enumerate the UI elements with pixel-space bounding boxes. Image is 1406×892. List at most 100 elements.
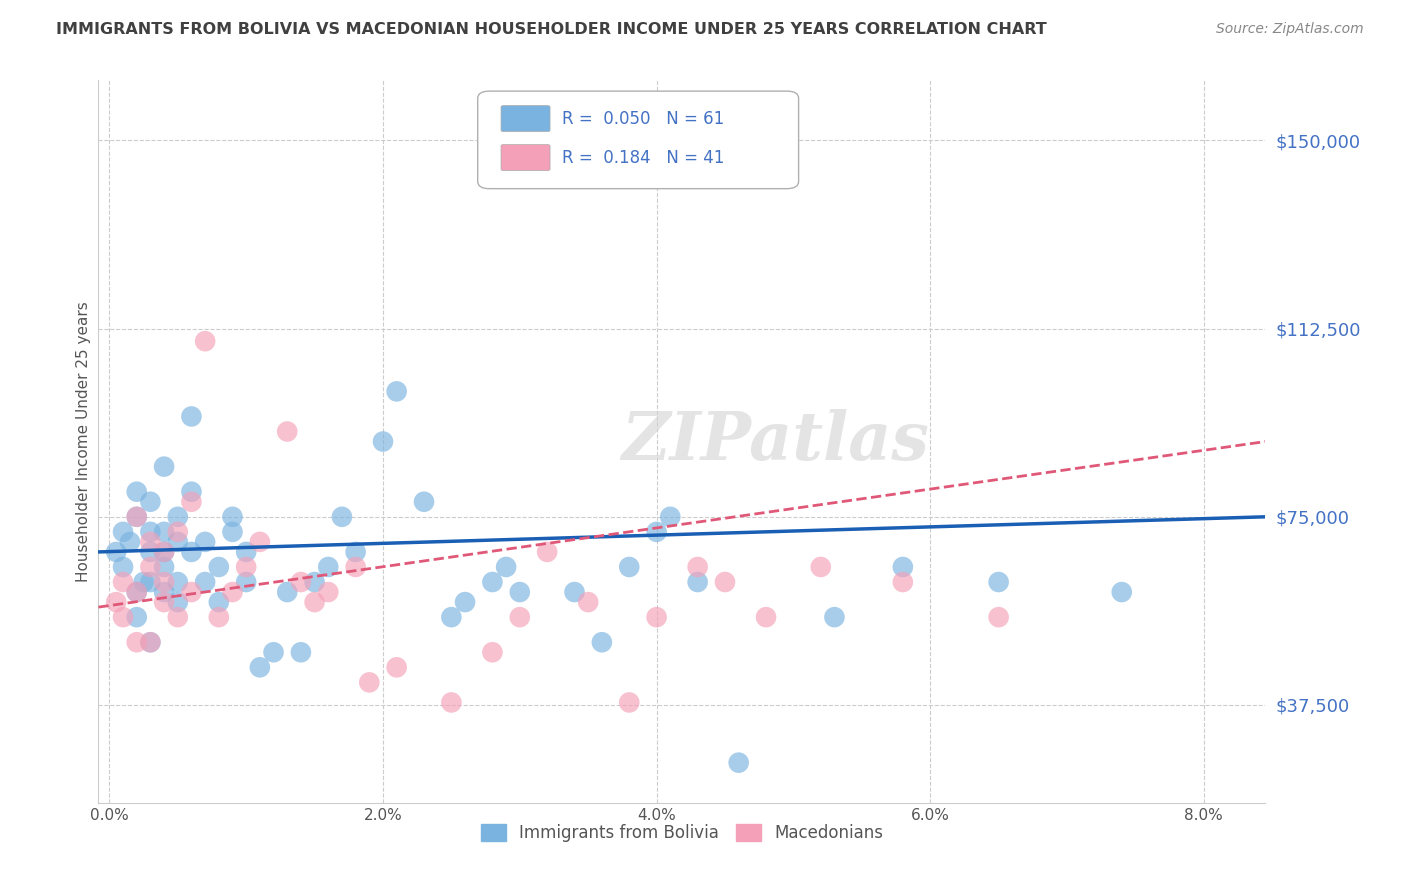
Point — [153, 574, 176, 589]
Text: IMMIGRANTS FROM BOLIVIA VS MACEDONIAN HOUSEHOLDER INCOME UNDER 25 YEARS CORRELAT: IMMIGRANTS FROM BOLIVIA VS MACEDONIAN HO… — [56, 22, 1047, 37]
Point — [125, 585, 148, 599]
Point — [132, 574, 155, 589]
Point — [180, 494, 202, 508]
Point — [304, 595, 326, 609]
Point — [385, 384, 408, 399]
Point — [153, 585, 176, 599]
Point — [359, 675, 381, 690]
Point — [891, 560, 914, 574]
Point — [304, 574, 326, 589]
Point — [727, 756, 749, 770]
Point — [166, 610, 188, 624]
Point — [194, 334, 217, 348]
Point — [714, 574, 737, 589]
Point — [481, 574, 503, 589]
Point — [987, 574, 1010, 589]
Point — [139, 560, 162, 574]
Point — [263, 645, 285, 659]
Legend: Immigrants from Bolivia, Macedonians: Immigrants from Bolivia, Macedonians — [474, 817, 890, 848]
Point — [105, 545, 128, 559]
Point — [686, 560, 709, 574]
Point — [194, 574, 217, 589]
FancyBboxPatch shape — [478, 91, 799, 189]
Point — [166, 524, 188, 539]
Point — [180, 545, 202, 559]
Point — [221, 509, 243, 524]
Point — [208, 610, 231, 624]
Point — [316, 585, 339, 599]
Point — [619, 696, 641, 710]
Point — [139, 635, 162, 649]
Point — [413, 494, 436, 508]
Point — [235, 545, 257, 559]
Point — [987, 610, 1010, 624]
Point — [105, 595, 128, 609]
Point — [221, 524, 243, 539]
Point — [823, 610, 845, 624]
Point — [153, 560, 176, 574]
Point — [591, 635, 613, 649]
Point — [153, 595, 176, 609]
Point — [481, 645, 503, 659]
Point — [509, 610, 531, 624]
Point — [440, 610, 463, 624]
Point — [125, 610, 148, 624]
Point — [166, 595, 188, 609]
Point — [536, 545, 558, 559]
Point — [125, 484, 148, 499]
Point — [180, 585, 202, 599]
Point — [495, 560, 517, 574]
Point — [166, 574, 188, 589]
Point — [385, 660, 408, 674]
Point — [235, 560, 257, 574]
Point — [344, 545, 367, 559]
Point — [440, 696, 463, 710]
Point — [645, 610, 668, 624]
Point — [509, 585, 531, 599]
Point — [125, 585, 148, 599]
Point — [576, 595, 599, 609]
Point — [180, 409, 202, 424]
Point — [139, 534, 162, 549]
Point — [755, 610, 778, 624]
Point — [125, 509, 148, 524]
Point — [139, 574, 162, 589]
Point — [166, 509, 188, 524]
Point — [112, 524, 135, 539]
Point — [153, 524, 176, 539]
Point — [112, 574, 135, 589]
Point — [139, 524, 162, 539]
Point — [276, 425, 298, 439]
Point — [344, 560, 367, 574]
Point — [139, 635, 162, 649]
Point — [125, 509, 148, 524]
Point — [180, 484, 202, 499]
Point — [125, 635, 148, 649]
Point — [290, 645, 312, 659]
Point — [221, 585, 243, 599]
Text: R =  0.050   N = 61: R = 0.050 N = 61 — [562, 110, 724, 128]
Text: ZIPatlas: ZIPatlas — [621, 409, 929, 474]
Point — [139, 494, 162, 508]
Point — [645, 524, 668, 539]
Point — [112, 610, 135, 624]
Point — [208, 560, 231, 574]
Text: Source: ZipAtlas.com: Source: ZipAtlas.com — [1216, 22, 1364, 37]
FancyBboxPatch shape — [501, 105, 550, 132]
Point — [371, 434, 394, 449]
Point — [153, 545, 176, 559]
Text: R =  0.184   N = 41: R = 0.184 N = 41 — [562, 149, 724, 167]
Point — [166, 534, 188, 549]
FancyBboxPatch shape — [501, 145, 550, 170]
Point — [619, 560, 641, 574]
Y-axis label: Householder Income Under 25 years: Householder Income Under 25 years — [76, 301, 91, 582]
Point — [330, 509, 353, 524]
Point — [659, 509, 682, 524]
Point — [1111, 585, 1133, 599]
Point — [208, 595, 231, 609]
Point — [290, 574, 312, 589]
Point — [686, 574, 709, 589]
Point — [112, 560, 135, 574]
Point — [139, 545, 162, 559]
Point — [194, 534, 217, 549]
